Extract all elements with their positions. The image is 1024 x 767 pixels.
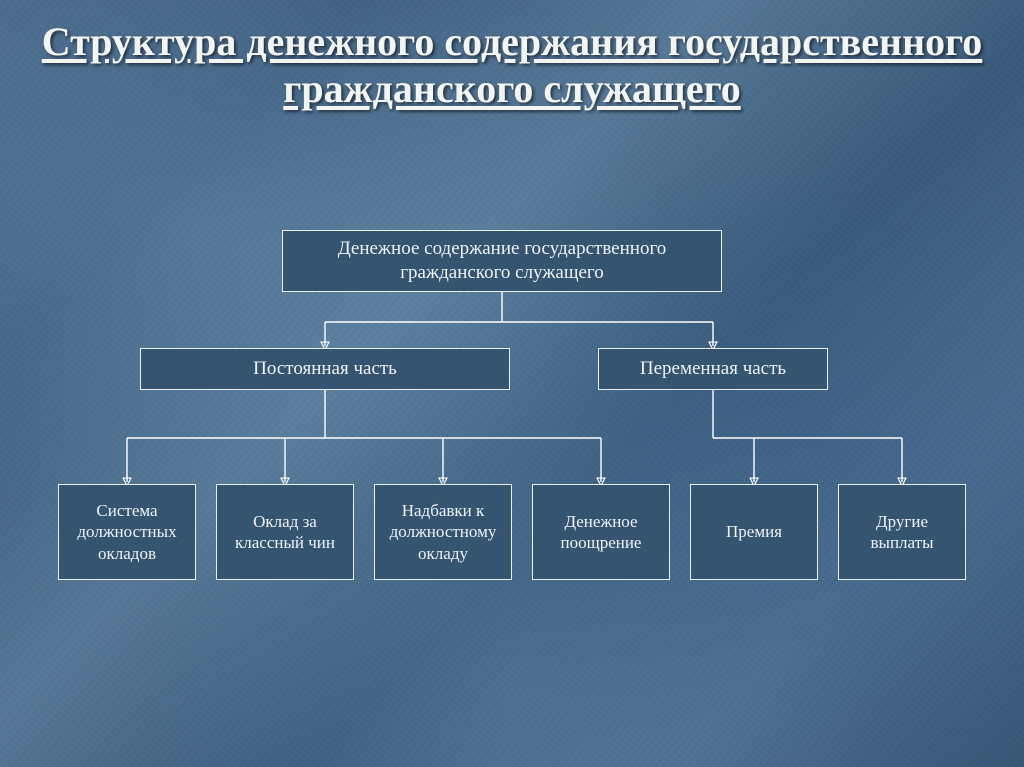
node-incentive: Денежное поощрение bbox=[532, 484, 670, 580]
node-root: Денежное содержание государственного гра… bbox=[282, 230, 722, 292]
node-bonus: Премия bbox=[690, 484, 818, 580]
node-rank-salary: Оклад за классный чин bbox=[216, 484, 354, 580]
node-salary-system: Система должностных окладов bbox=[58, 484, 196, 580]
node-allowances: Надбавки к должностному окладу bbox=[374, 484, 512, 580]
node-variable-part: Переменная часть bbox=[598, 348, 828, 390]
node-permanent-part: Постоянная часть bbox=[140, 348, 510, 390]
slide-title: Структура денежного содержания государст… bbox=[0, 18, 1024, 112]
node-other-payments: Другие выплаты bbox=[838, 484, 966, 580]
